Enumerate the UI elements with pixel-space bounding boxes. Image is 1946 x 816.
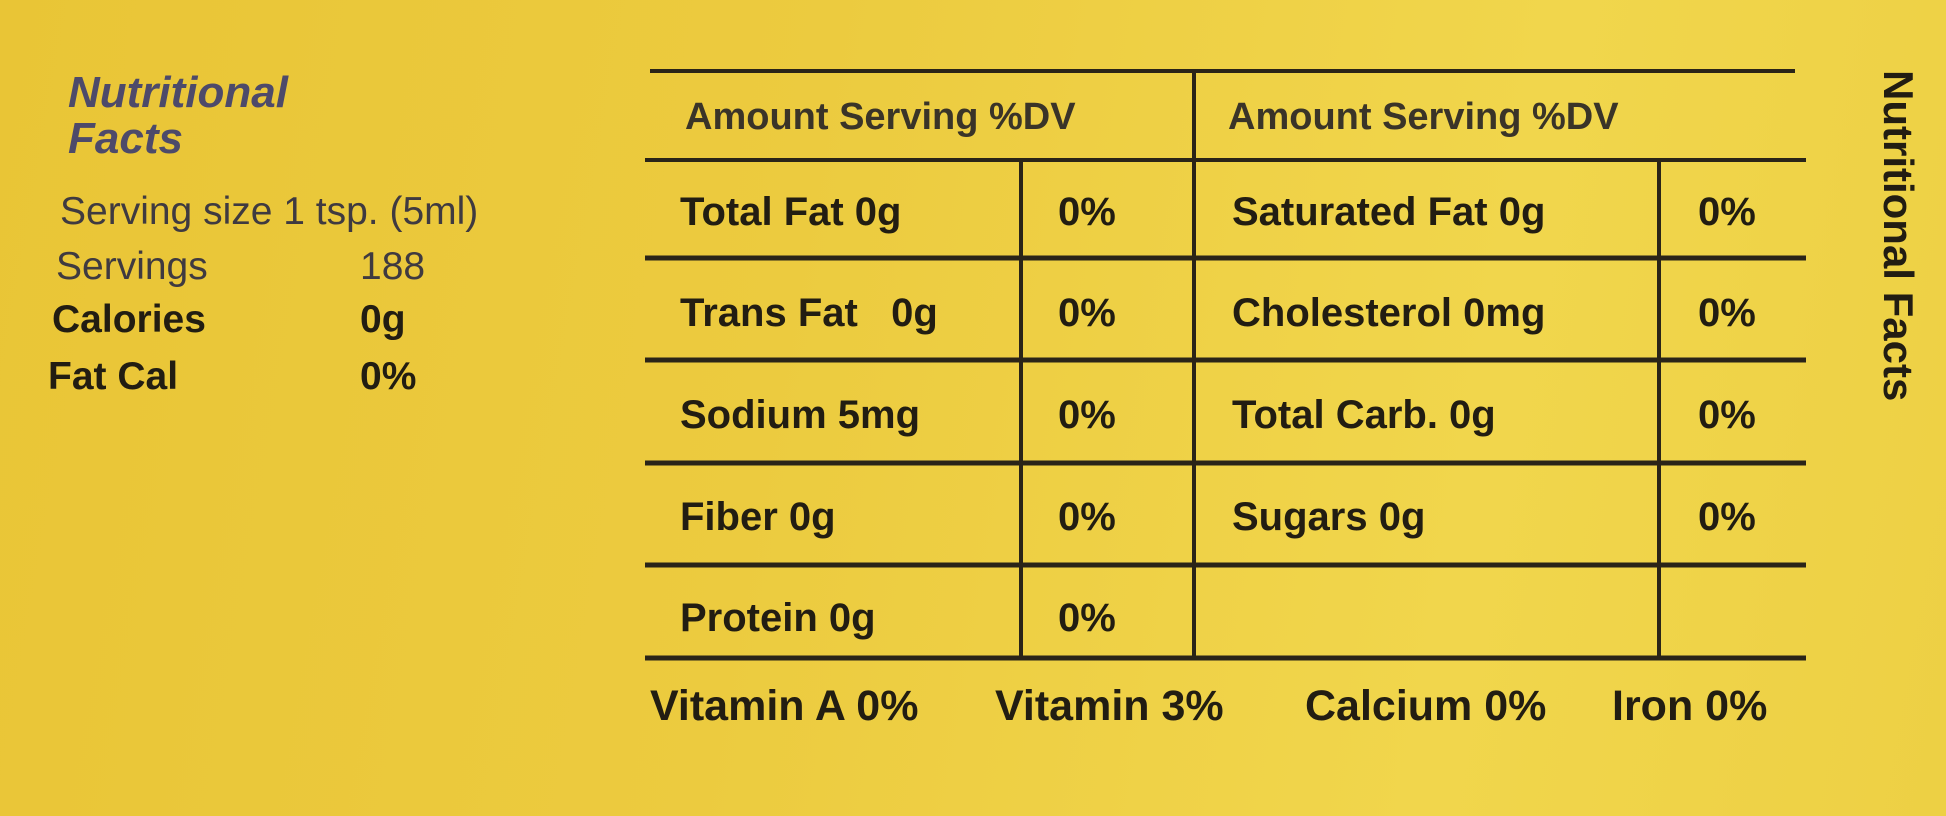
summary-value: 0% [360,355,417,398]
nutrient: Cholesterol 0mg [1232,291,1546,335]
nutrient: Fiber 0g [680,495,836,539]
nutrient: Sodium 5mg [680,393,921,437]
side-title: Nutritional Facts [1875,70,1922,402]
daily-value: 0% [1698,190,1756,234]
nutrient: Saturated Fat 0g [1232,190,1546,234]
daily-value: 0% [1058,291,1116,335]
vitamin: Vitamin 3% [995,682,1224,730]
summary-label: Fat Cal [48,355,179,398]
summary-value: 0g [360,298,406,341]
summary-value: 188 [360,245,426,288]
nutrient: Sugars 0g [1232,495,1426,539]
daily-value: 0% [1058,190,1116,234]
serving-size: Serving size 1 tsp. (5ml) [60,190,479,233]
nutrient: Protein 0g [680,596,876,640]
column-header: Amount Serving %DV [685,96,1076,138]
daily-value: 0% [1698,495,1756,539]
vitamin: Calcium 0% [1305,682,1547,730]
nutrient: Trans Fat 0g [680,291,938,335]
nutrient: Total Carb. 0g [1232,393,1496,437]
daily-value: 0% [1058,596,1116,640]
summary-label: Calories [52,298,206,341]
column-header: Amount Serving %DV [1228,96,1619,138]
daily-value: 0% [1698,393,1756,437]
daily-value: 0% [1698,291,1756,335]
vitamin: Iron 0% [1612,682,1768,730]
daily-value: 0% [1058,393,1116,437]
title: Nutritional Facts [68,68,288,164]
daily-value: 0% [1058,495,1116,539]
summary-label: Servings [56,245,208,288]
nutrient: Total Fat 0g [680,190,902,234]
vitamin: Vitamin A 0% [650,682,919,730]
